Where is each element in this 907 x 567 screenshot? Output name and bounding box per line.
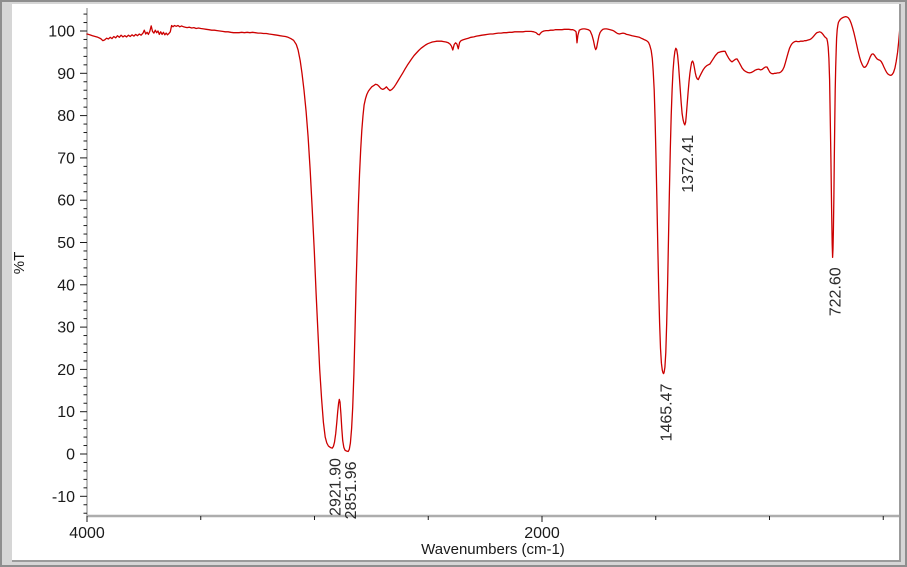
peak-annotation: 722.60 [828, 267, 845, 316]
y-tick-label: 70 [57, 150, 75, 167]
x-axis-title: Wavenumbers (cm-1) [421, 541, 565, 558]
peak-annotation: 2921.90 [327, 458, 344, 516]
y-tick-label: 90 [57, 66, 75, 83]
spectrum-trace [86, 15, 899, 453]
y-tick-label: -10 [52, 489, 75, 506]
y-tick-label: 60 [57, 193, 75, 210]
y-tick-label: 40 [57, 277, 75, 294]
plot-canvas: -10 0 10 20 30 40 50 60 70 80 90 100 4000 2000 2921.90… [11, 4, 901, 562]
y-axis-title: %T [11, 251, 28, 275]
y-tick-label: 10 [57, 404, 75, 421]
peak-annotation: 1372.41 [680, 135, 697, 193]
y-tick-label: 30 [57, 320, 75, 337]
y-tick-label: 80 [57, 108, 75, 125]
x-tick-label: 4000 [69, 525, 105, 542]
y-tick-label: 50 [57, 235, 75, 252]
y-tick-label: 20 [57, 362, 75, 379]
y-tick-label: 0 [66, 447, 75, 464]
y-tick-label: 100 [48, 24, 75, 41]
peak-annotation: 2851.96 [343, 461, 360, 519]
peak-annotation: 1465.47 [659, 384, 676, 442]
ir-spectrum-chart: -10 0 10 20 30 40 50 60 70 80 90 100 4000 2000 2921.90… [48, 8, 899, 542]
x-tick-label: 2000 [524, 525, 560, 542]
